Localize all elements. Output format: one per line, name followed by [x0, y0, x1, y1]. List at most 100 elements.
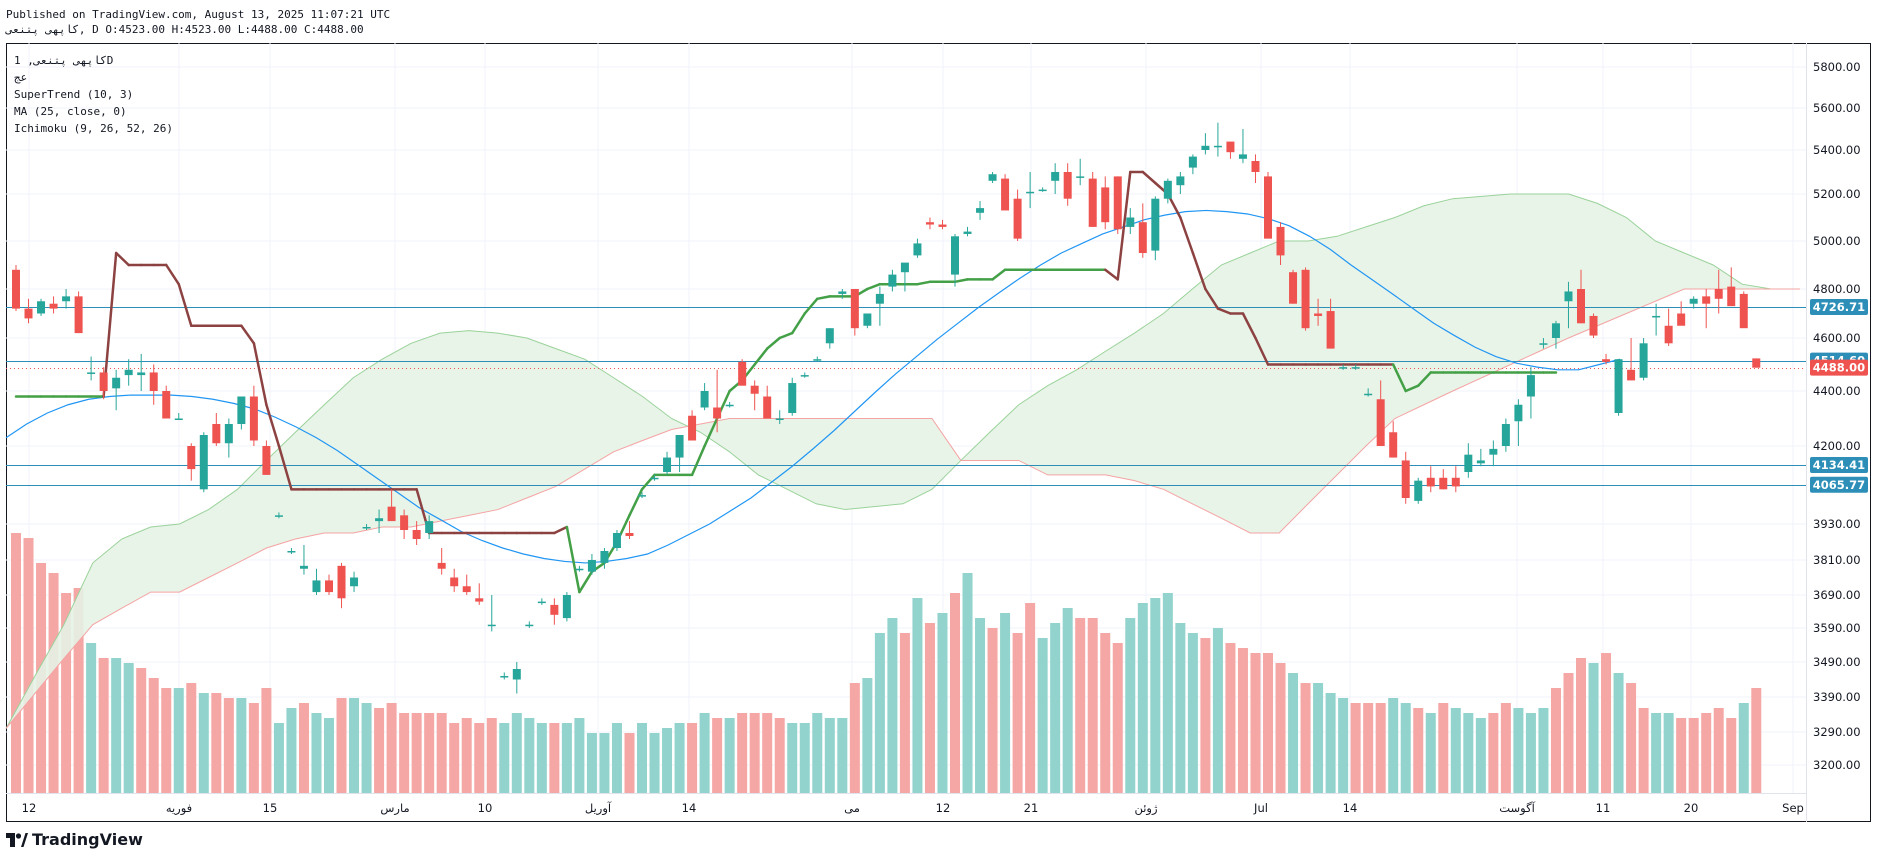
candle-body: [112, 377, 121, 389]
candle-body: [237, 396, 246, 424]
candle-body: [1326, 311, 1335, 349]
supertrend-segment: [790, 312, 807, 335]
volume-bar: [699, 713, 710, 793]
volume-bars: [11, 533, 1762, 793]
candle-body: [738, 361, 747, 386]
volume-bar: [950, 593, 960, 793]
volume-bar: [837, 718, 848, 793]
price-badge: [1810, 359, 1868, 376]
volume-bar: [1025, 603, 1036, 793]
volume-bar: [499, 723, 510, 793]
volume-bar: [574, 718, 585, 793]
time-tick-label: 12: [22, 801, 37, 815]
volume-bar: [1688, 718, 1699, 793]
volume-bar: [874, 633, 885, 793]
volume-bar: [349, 698, 360, 793]
supertrend-segment: [690, 444, 706, 477]
volume-bar: [324, 718, 334, 793]
time-tick-label: 11: [1596, 801, 1611, 815]
supertrend-segment: [703, 417, 719, 448]
volume-bar: [48, 573, 59, 793]
candle-body: [37, 301, 46, 314]
cloud-area: [6, 194, 1800, 729]
candle-body: [1264, 176, 1272, 239]
candle-body: [1702, 296, 1711, 304]
volume-bar: [611, 723, 622, 793]
volume-bar: [386, 703, 397, 793]
candle-body: [1088, 178, 1097, 227]
price-tick-label: 3390.00: [1813, 690, 1861, 704]
volume-bar: [637, 723, 647, 793]
candle-body: [362, 527, 371, 529]
candle-body: [825, 328, 834, 344]
candle-body: [87, 372, 96, 374]
price-badge: [1810, 298, 1868, 315]
candle-body: [124, 369, 133, 376]
supertrend-segment: [753, 347, 769, 366]
tradingview-logo[interactable]: TradingView: [6, 830, 143, 849]
candle-body: [1664, 325, 1673, 344]
price-tick-label: 5600.00: [1813, 101, 1861, 115]
volume-bar: [1288, 673, 1299, 793]
volume-bar: [298, 703, 309, 793]
supertrend-segment: [578, 570, 594, 594]
volume-bar: [1713, 708, 1724, 793]
volume-bar: [161, 688, 172, 793]
price-tick-label: 4400.00: [1813, 384, 1861, 398]
price-tick-label: 5800.00: [1813, 60, 1861, 74]
candles[interactable]: [12, 122, 1761, 694]
price-badge-label: 4726.71: [1813, 300, 1865, 314]
candle-body: [562, 595, 571, 619]
time-axis[interactable]: 12 فوریه 15 مارس 10 آوریل 14 می 12 21 ژوئن Jul 14 آگو…: [22, 801, 1804, 816]
candle-body: [863, 313, 872, 326]
price-tick-label: 3930.00: [1813, 517, 1861, 531]
volume-bar: [336, 698, 347, 793]
supertrend-segment: [265, 403, 281, 448]
candle-body: [450, 577, 459, 587]
supertrend-segment: [778, 331, 794, 340]
time-tick-label: آگوست: [1499, 801, 1535, 816]
candle-body: [1276, 226, 1285, 256]
volume-bar: [1751, 688, 1762, 793]
volume-bar: [586, 733, 597, 793]
candle-body: [199, 435, 208, 490]
candle-body: [249, 396, 258, 441]
time-tick-label: 20: [1684, 801, 1699, 815]
time-tick-label: 14: [1343, 801, 1358, 815]
legend-ichimoku[interactable]: Ichimoku (9, 26, 52, 26): [14, 122, 173, 135]
candle-body: [938, 224, 947, 227]
volume-bar: [937, 613, 948, 793]
price-badge-label: 4134.41: [1813, 458, 1865, 472]
price-axis[interactable]: 5800.00 5600.00 5400.00 5200.00 5000.00 4800.…: [1813, 60, 1861, 772]
volume-bar: [461, 718, 472, 793]
legend-supertrend[interactable]: SuperTrend (10, 3): [14, 88, 134, 101]
candle-body: [1414, 480, 1423, 501]
supertrend-segment: [953, 278, 969, 284]
candle-body: [537, 601, 546, 604]
volume-bar: [1225, 643, 1236, 793]
candle-body: [1714, 289, 1723, 299]
volume-bar: [887, 618, 898, 793]
candle-body: [1251, 161, 1260, 172]
volume-bar: [374, 708, 385, 793]
candle-body: [625, 533, 634, 536]
volume-bar: [737, 713, 748, 793]
candle-body: [1627, 369, 1636, 381]
brand-name: TradingView: [32, 830, 143, 849]
legend-symbol[interactable]: کاپهی پتنعی, 1D: [14, 54, 114, 67]
candle-body: [1727, 286, 1736, 307]
volume-bar: [724, 718, 735, 793]
candle-body: [1364, 393, 1373, 396]
candle-body: [1589, 315, 1598, 336]
horizontal-levels[interactable]: [6, 307, 1806, 486]
cloud-span-b: [5, 288, 1800, 729]
volume-bar: [123, 663, 134, 793]
candle-body: [1113, 176, 1122, 230]
volume-bar: [1425, 713, 1436, 793]
price-tick-label: 5400.00: [1813, 143, 1861, 157]
candle-body: [350, 577, 359, 587]
legend-ma[interactable]: MA (25, close, 0): [14, 105, 127, 118]
candle-body: [650, 477, 659, 480]
supertrend-segment: [177, 282, 193, 327]
